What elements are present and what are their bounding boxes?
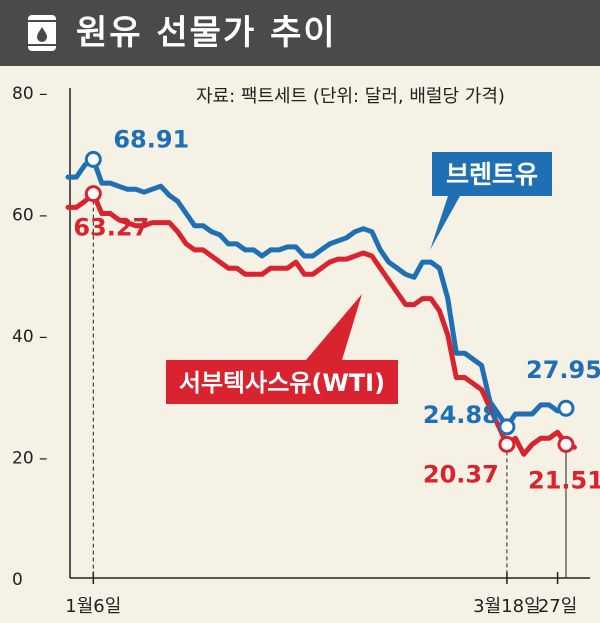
oil-barrel-icon — [28, 15, 56, 51]
highlight-marker — [84, 150, 102, 168]
source-note: 자료: 팩트세트 (단위: 달러, 배럴당 가격) — [196, 86, 505, 107]
brent-series-line — [65, 156, 569, 430]
data-label: 21.51 — [528, 466, 600, 494]
y-tick-label: 40 – — [12, 327, 48, 347]
x-tick-label: 3월18일 — [473, 596, 540, 617]
chart-title: 원유 선물가 추이 — [76, 13, 337, 53]
data-label: 63.27 — [73, 214, 149, 242]
highlight-marker — [498, 435, 516, 453]
data-label: 68.91 — [113, 125, 189, 153]
brent-legend-label: 브렌트유 — [446, 160, 538, 189]
x-tick-label: 27일 — [538, 596, 577, 617]
wti-series-line — [65, 191, 577, 457]
x-tick-label: 1월6일 — [65, 596, 121, 617]
y-tick-label: 0 — [12, 570, 23, 590]
data-label: 24.88 — [423, 401, 499, 429]
highlight-marker — [557, 399, 575, 417]
data-label: 27.95 — [526, 356, 600, 384]
data-label: 20.37 — [423, 460, 499, 488]
header-bar: 원유 선물가 추이 — [0, 0, 600, 66]
highlight-marker — [557, 435, 575, 453]
y-tick-label: 60 – — [12, 206, 48, 226]
y-tick-label: 80 – — [12, 84, 48, 104]
wti-legend-label: 서부텍사스유(WTI) — [179, 369, 385, 397]
brent-legend-box — [430, 152, 552, 250]
y-tick-label: 20 – — [12, 449, 48, 469]
highlight-marker — [498, 418, 516, 436]
highlight-marker — [84, 185, 102, 203]
wti-legend-box — [166, 294, 398, 404]
